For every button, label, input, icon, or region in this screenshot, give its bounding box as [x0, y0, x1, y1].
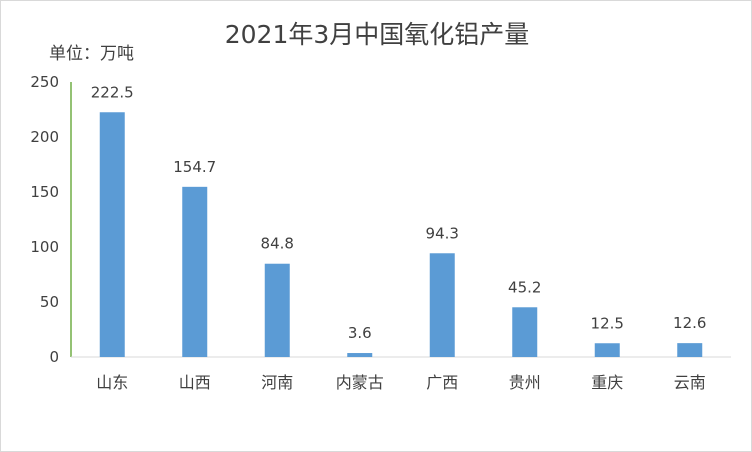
bar	[99, 112, 125, 357]
x-tick-label: 内蒙古	[336, 373, 384, 392]
data-label: 94.3	[426, 224, 459, 242]
bar	[594, 343, 620, 357]
unit-label: 单位：万吨	[49, 44, 134, 64]
bar	[264, 263, 290, 357]
chart-title: 2021年3月中国氧化铝产量	[224, 20, 530, 49]
x-tick-label: 重庆	[591, 373, 623, 392]
bar	[512, 307, 538, 357]
data-label: 222.5	[91, 83, 134, 101]
x-tick-label: 云南	[674, 373, 706, 392]
y-tick-label: 250	[30, 73, 59, 91]
x-tick-label: 山东	[96, 373, 128, 392]
y-tick-label: 50	[40, 293, 59, 311]
x-tick-label: 山西	[179, 373, 211, 392]
bar	[677, 343, 703, 357]
y-tick-label: 100	[30, 238, 59, 256]
data-label: 154.7	[173, 158, 216, 176]
y-tick-label: 150	[30, 183, 59, 201]
data-label: 3.6	[348, 324, 372, 342]
bar	[429, 253, 455, 357]
bar	[182, 186, 208, 357]
x-tick-label: 河南	[261, 373, 293, 392]
x-tick-label: 贵州	[509, 373, 541, 392]
data-label: 45.2	[508, 278, 541, 296]
x-tick-label: 广西	[426, 373, 458, 392]
data-label: 84.8	[261, 235, 294, 253]
bar	[347, 353, 373, 357]
data-label: 12.6	[673, 314, 706, 332]
y-tick-label: 0	[49, 348, 59, 366]
y-tick-label: 200	[30, 128, 59, 146]
data-label: 12.5	[591, 314, 624, 332]
